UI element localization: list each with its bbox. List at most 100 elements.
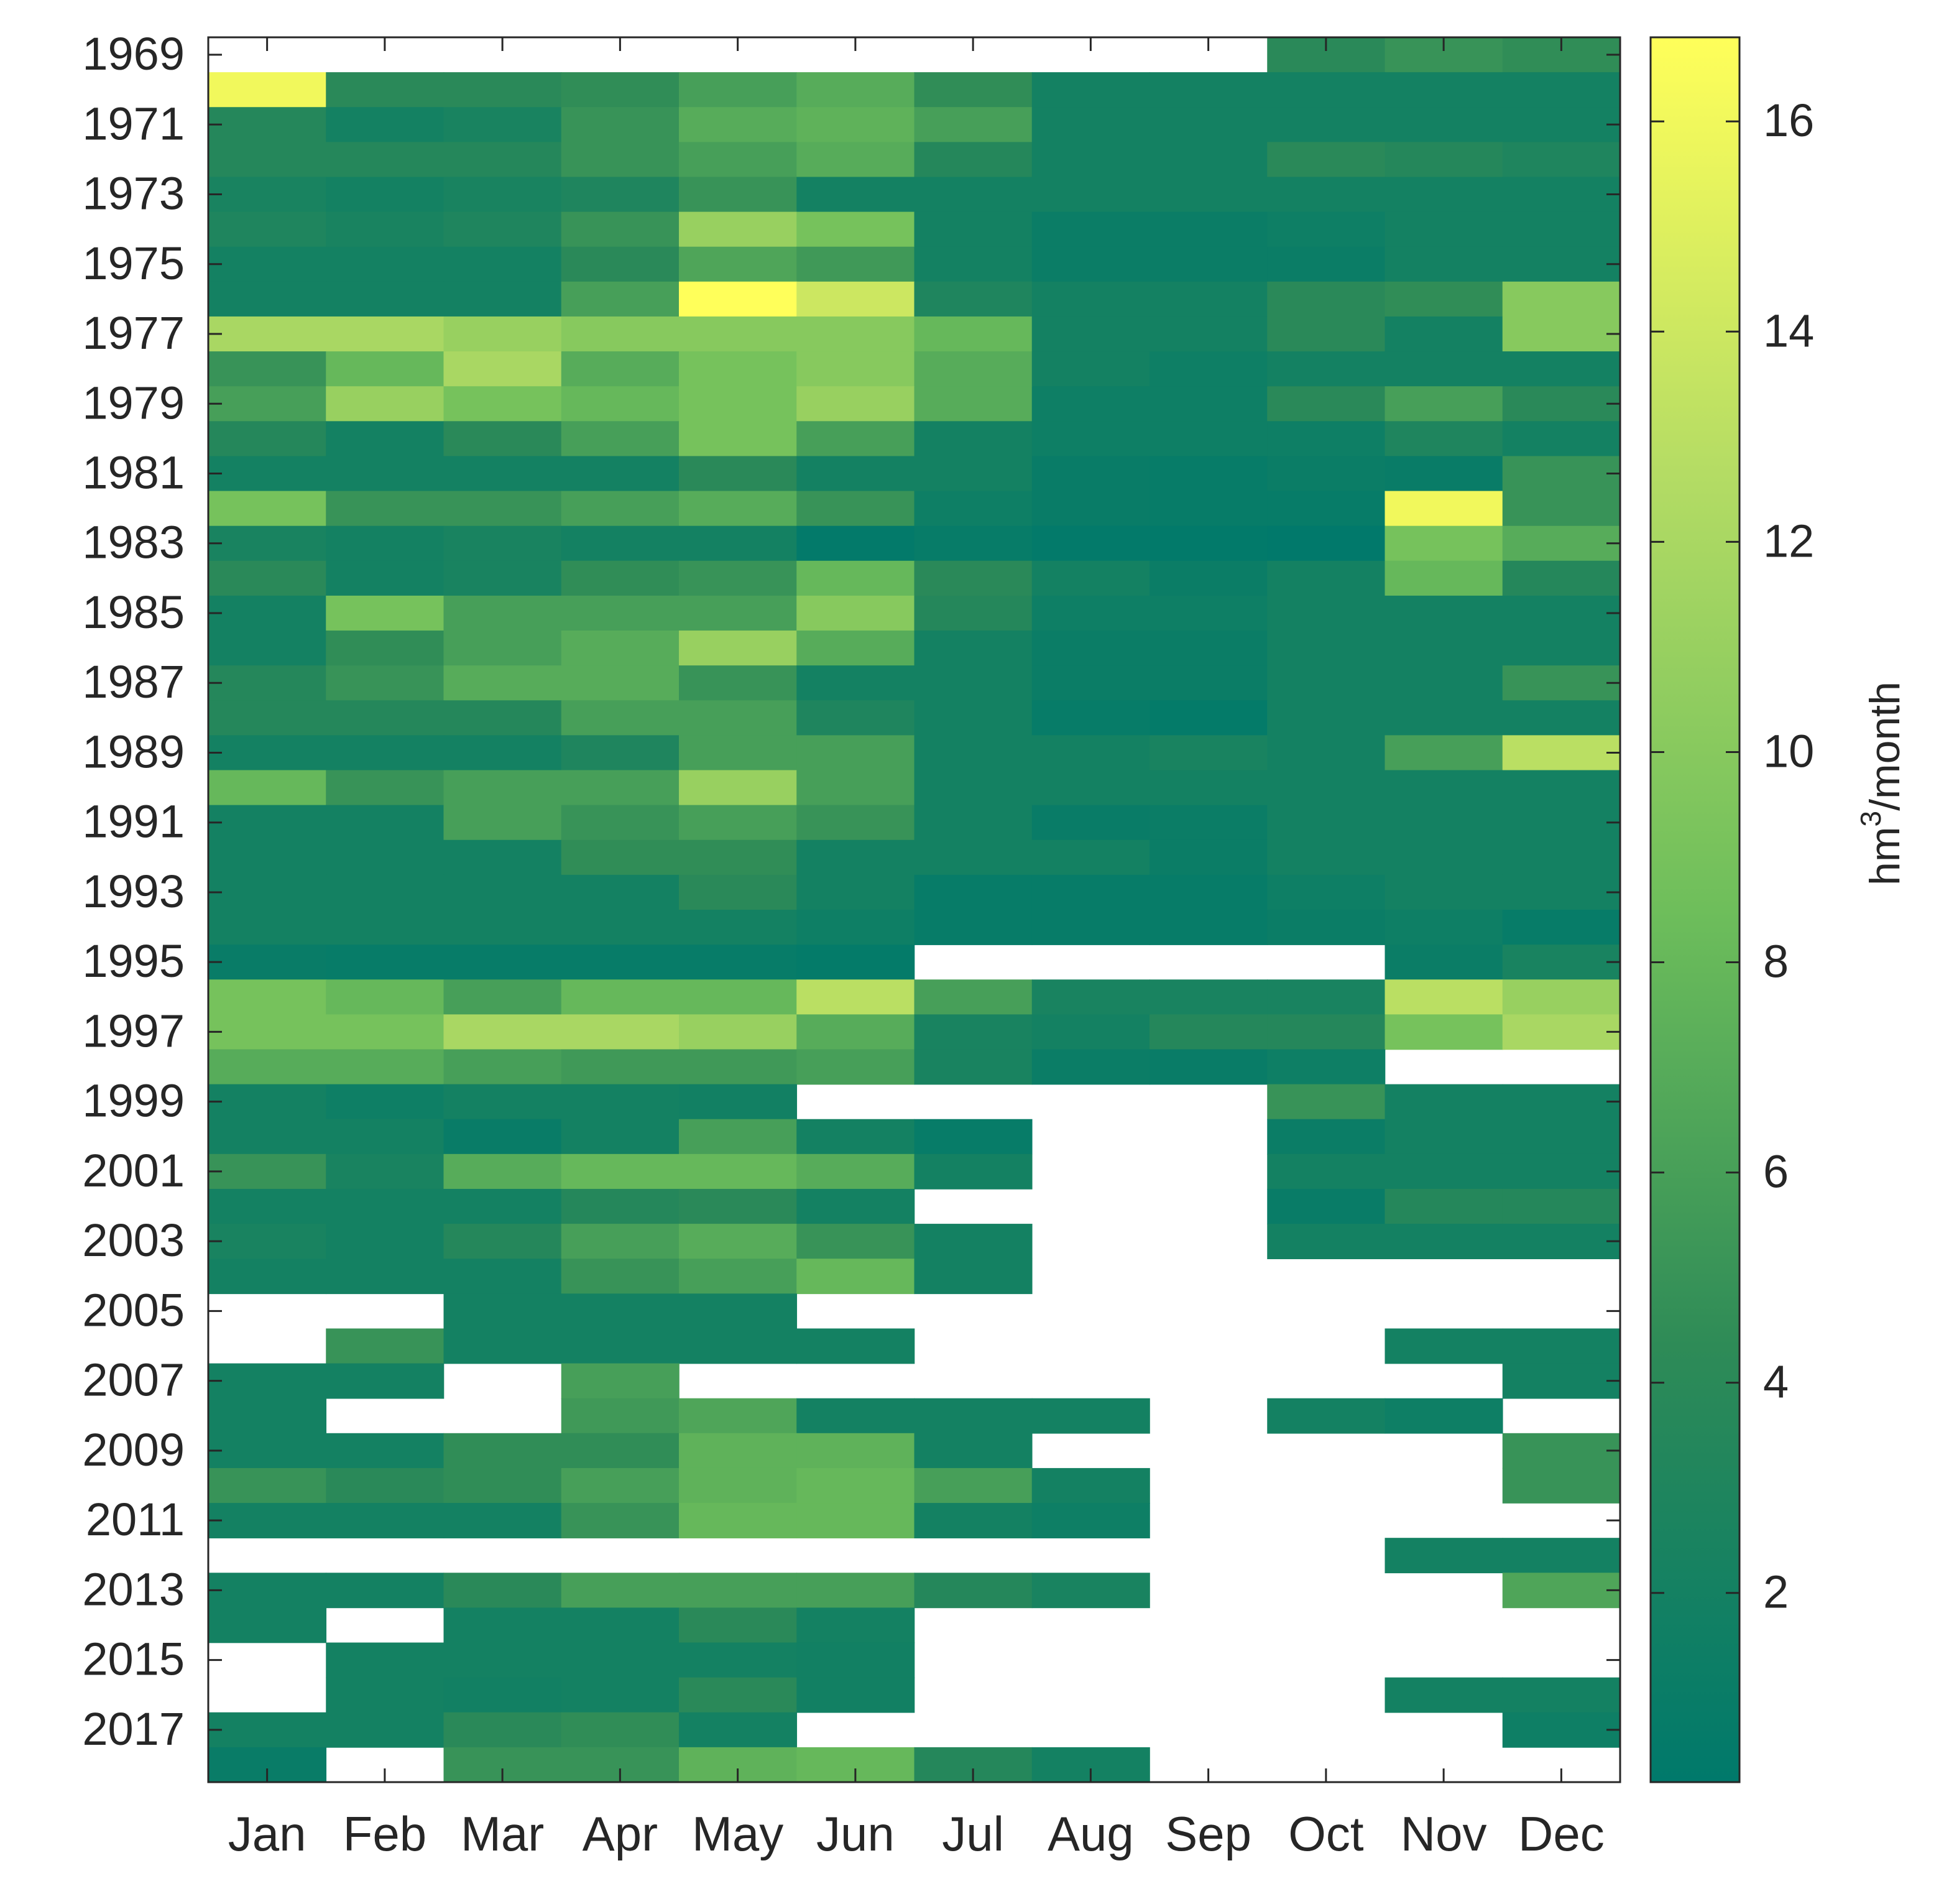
heatmap-cell xyxy=(1150,351,1268,387)
heatmap-cell xyxy=(1150,211,1268,247)
heatmap-cell xyxy=(1031,735,1150,771)
heatmap-cell xyxy=(1502,1153,1621,1190)
heatmap-cell xyxy=(1031,142,1150,178)
heatmap-cell xyxy=(443,386,562,422)
heatmap-cell xyxy=(208,735,327,771)
heatmap-cell xyxy=(796,735,915,771)
heatmap-cell xyxy=(443,1433,562,1469)
colorbar-tick-label: 10 xyxy=(1763,725,1814,777)
heatmap-cell xyxy=(208,211,327,247)
y-tick-label: 1975 xyxy=(82,238,185,289)
y-tick-label: 1977 xyxy=(82,307,185,359)
heatmap-cell xyxy=(796,770,915,806)
colorbar-gradient xyxy=(1649,36,1741,1783)
heatmap-cell xyxy=(1502,281,1621,317)
x-tick-label: Aug xyxy=(1048,1806,1134,1861)
heatmap-cell xyxy=(1385,805,1503,841)
heatmap-cell xyxy=(796,979,915,1015)
heatmap-cell xyxy=(1267,1014,1386,1050)
heatmap-cell xyxy=(561,560,680,596)
heatmap-cell xyxy=(561,665,680,701)
heatmap-cell xyxy=(796,107,915,143)
heatmap-cell xyxy=(208,421,327,457)
heatmap-cell xyxy=(1385,631,1503,666)
heatmap-cell xyxy=(443,700,562,736)
heatmap-cell xyxy=(796,1677,915,1713)
colorbar-tick-label: 4 xyxy=(1763,1356,1789,1408)
heatmap-cell xyxy=(679,1712,798,1748)
heatmap-cell xyxy=(796,351,915,387)
heatmap-cell xyxy=(443,1328,562,1364)
heatmap-cell xyxy=(443,979,562,1015)
heatmap-cell xyxy=(208,456,327,492)
heatmap-cell xyxy=(561,1467,680,1504)
x-tick-label: Jun xyxy=(816,1806,895,1861)
heatmap-cell xyxy=(1267,665,1386,701)
heatmap-cell xyxy=(1502,874,1621,910)
heatmap-cell xyxy=(1267,1398,1386,1434)
heatmap-cell xyxy=(1502,351,1621,387)
heatmap-cell xyxy=(679,1119,798,1155)
heatmap-cell xyxy=(1502,246,1621,282)
heatmap-cell xyxy=(1267,874,1386,910)
heatmap-cell xyxy=(1385,874,1503,910)
heatmap-cell xyxy=(1385,910,1503,945)
heatmap-cell xyxy=(1502,177,1621,213)
heatmap-cell xyxy=(914,1224,1033,1259)
heatmap-cell xyxy=(914,525,1033,561)
heatmap-cell xyxy=(443,1188,562,1224)
heatmap-cell xyxy=(1502,421,1621,457)
heatmap-cell xyxy=(796,560,915,596)
heatmap-cell xyxy=(561,211,680,247)
heatmap-cell xyxy=(208,1433,327,1469)
heatmap-cell xyxy=(796,839,915,876)
heatmap-cell xyxy=(679,945,798,981)
heatmap-cell xyxy=(443,1642,562,1678)
heatmap-cell xyxy=(443,1573,562,1609)
heatmap-cell xyxy=(561,979,680,1015)
heatmap-cell xyxy=(326,281,445,317)
heatmap-cell xyxy=(208,1467,327,1504)
heatmap-cell xyxy=(1150,839,1268,876)
heatmap-cell xyxy=(679,351,798,387)
heatmap-cell xyxy=(208,107,327,143)
heatmap-cell xyxy=(1502,700,1621,736)
heatmap-cell xyxy=(1150,525,1268,561)
heatmap-cell xyxy=(1031,421,1150,457)
y-tick-label: 1999 xyxy=(82,1075,185,1127)
y-tick-label: 2001 xyxy=(82,1145,185,1196)
heatmap-cell xyxy=(561,1712,680,1748)
y-tick-label: 1993 xyxy=(82,866,185,917)
heatmap-cell xyxy=(679,316,798,352)
heatmap-cell xyxy=(796,595,915,631)
x-tick-label: Dec xyxy=(1518,1806,1605,1861)
heatmap-cell xyxy=(1502,595,1621,631)
heatmap-cell xyxy=(208,386,327,422)
heatmap-cell xyxy=(679,142,798,178)
heatmap-cell xyxy=(443,351,562,387)
heatmap-cell xyxy=(1385,107,1503,143)
heatmap-cell xyxy=(1267,246,1386,282)
heatmap-cell xyxy=(1267,177,1386,213)
heatmap-cell xyxy=(443,491,562,527)
heatmap-cell xyxy=(208,631,327,666)
heatmap-cell xyxy=(1502,142,1621,178)
heatmap-cell xyxy=(208,1503,327,1538)
heatmap-cell xyxy=(561,177,680,213)
heatmap-cell xyxy=(796,1119,915,1155)
heatmap-cell xyxy=(208,805,327,841)
heatmap-cell xyxy=(914,770,1033,806)
heatmap-cell xyxy=(679,72,798,108)
heatmap-cell xyxy=(679,1084,798,1120)
heatmap-cell xyxy=(796,491,915,527)
heatmap-cell xyxy=(561,72,680,108)
heatmap-cell xyxy=(1385,351,1503,387)
heatmap-cell xyxy=(679,1467,798,1504)
heatmap-cell xyxy=(561,839,680,876)
heatmap-cell xyxy=(443,1677,562,1713)
heatmap-cell xyxy=(1267,351,1386,387)
heatmap-cell xyxy=(1031,874,1150,910)
x-axis: Jan Feb Mar Apr May Jun Jul Aug Sep Oct Nov Dec xyxy=(228,37,1605,1861)
heatmap-cell xyxy=(914,491,1033,527)
heatmap-cell xyxy=(326,1014,445,1050)
